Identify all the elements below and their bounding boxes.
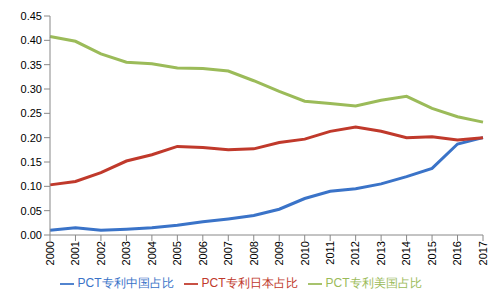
svg-text:0.00: 0.00 — [21, 229, 42, 241]
svg-text:0.25: 0.25 — [21, 107, 42, 119]
svg-text:2004: 2004 — [146, 241, 158, 265]
svg-text:0.20: 0.20 — [21, 132, 42, 144]
svg-text:2010: 2010 — [299, 241, 311, 265]
svg-text:0.10: 0.10 — [21, 180, 42, 192]
svg-text:0.45: 0.45 — [21, 10, 42, 22]
html-text:PCT专利中国占比: PCT专利中国占比 — [77, 276, 174, 290]
html-text:PCT专利日本占比: PCT专利日本占比 — [201, 276, 298, 290]
svg-text:2003: 2003 — [120, 241, 132, 265]
svg-text:2014: 2014 — [400, 241, 412, 265]
svg-text:2000: 2000 — [44, 241, 56, 265]
svg-text:2007: 2007 — [222, 241, 234, 265]
svg-text:2009: 2009 — [273, 241, 285, 265]
svg-text:2008: 2008 — [248, 241, 260, 265]
svg-text:0.35: 0.35 — [21, 59, 42, 71]
svg-text:2013: 2013 — [375, 241, 387, 265]
svg-text:2002: 2002 — [95, 241, 107, 265]
svg-text:0.40: 0.40 — [21, 34, 42, 46]
svg-text:2001: 2001 — [69, 241, 81, 265]
svg-text:2017: 2017 — [477, 241, 489, 265]
svg-text:0.05: 0.05 — [21, 205, 42, 217]
svg-text:2011: 2011 — [324, 241, 336, 265]
svg-text:2012: 2012 — [349, 241, 361, 265]
svg-text:2006: 2006 — [197, 241, 209, 265]
html-text:PCT专利美国占比: PCT专利美国占比 — [325, 276, 422, 290]
svg-text:2015: 2015 — [426, 241, 438, 265]
svg-text:2005: 2005 — [171, 241, 183, 265]
svg-text:2016: 2016 — [451, 241, 463, 265]
svg-text:0.15: 0.15 — [21, 156, 42, 168]
svg-text:0.30: 0.30 — [21, 83, 42, 95]
